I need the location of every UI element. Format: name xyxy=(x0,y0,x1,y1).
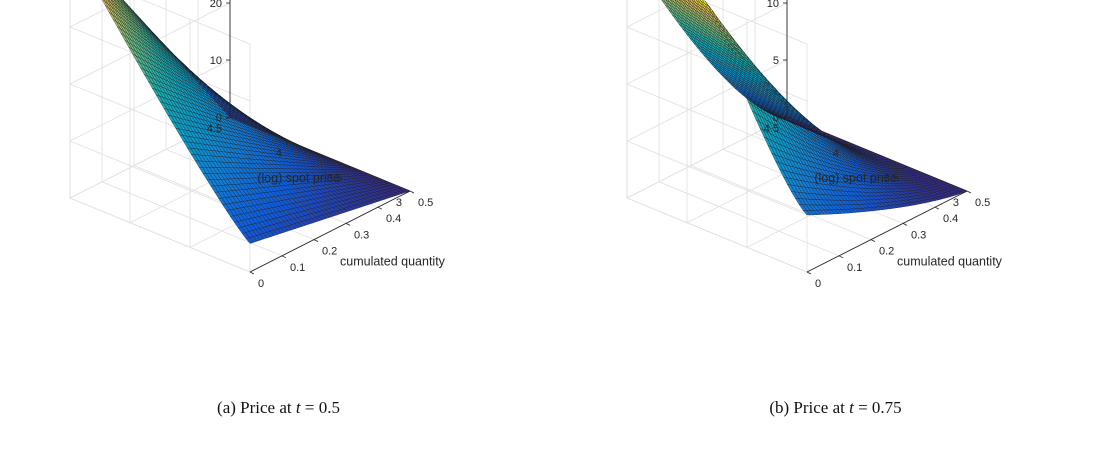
caption-b-var: t xyxy=(849,398,854,417)
chart-panel-a: 00.10.20.30.40.533.544.5010203040cumulat… xyxy=(0,0,557,418)
y-tick-label: 3 xyxy=(953,197,959,209)
y-tick xyxy=(345,165,351,169)
y-tick-label: 4.5 xyxy=(764,123,779,135)
y-tick-label: 3 xyxy=(396,197,402,209)
x-tick xyxy=(409,190,415,194)
y-axis-line xyxy=(229,116,411,192)
surface-mesh xyxy=(102,0,411,244)
chart-panel-b: 00.10.20.30.40.533.544.505101520cumulate… xyxy=(557,0,1114,450)
caption-b-eq: = xyxy=(853,398,872,417)
surface-plot-a: 00.10.20.30.40.533.544.5010203040cumulat… xyxy=(69,0,446,290)
x-tick-label: 0.2 xyxy=(879,246,894,258)
y-tick-label: 4.5 xyxy=(207,123,222,135)
caption-a-var: t xyxy=(295,398,301,417)
caption-b: (b) Price at t = 0.75 xyxy=(557,398,1114,418)
x-tick xyxy=(345,223,351,226)
x-tick-label: 0.4 xyxy=(386,213,401,225)
x-tick-label: 0.5 xyxy=(975,197,990,209)
caption-a: (a) Price at t = 0.5 xyxy=(0,398,557,418)
y-axis-label: (log) spot price xyxy=(257,171,340,185)
x-axis-line xyxy=(806,190,968,273)
x-tick-label: 0 xyxy=(815,278,821,290)
x-tick-label: 0.2 xyxy=(322,246,337,258)
z-tick-label: 20 xyxy=(210,0,222,10)
caption-a-val: 0.5 xyxy=(318,398,340,417)
z-tick-label: 10 xyxy=(210,55,222,67)
x-axis-line xyxy=(249,190,411,273)
caption-a-eq: = xyxy=(300,398,319,417)
x-tick xyxy=(281,255,287,259)
surface-mesh xyxy=(661,0,968,216)
caption-b-prefix: (b) xyxy=(769,398,790,417)
z-tick-label: 10 xyxy=(767,0,779,10)
y-tick xyxy=(902,165,908,169)
x-tick-label: 0.4 xyxy=(943,213,958,225)
x-tick-label: 0.1 xyxy=(290,262,305,274)
y-tick xyxy=(842,141,848,145)
z-tick-label: 0 xyxy=(773,112,779,124)
x-tick xyxy=(249,271,255,275)
x-tick xyxy=(313,239,319,242)
y-tick-label: 4 xyxy=(276,148,282,160)
x-tick xyxy=(902,223,908,226)
x-tick xyxy=(966,190,972,194)
y-tick xyxy=(285,141,291,145)
z-tick-label: 0 xyxy=(216,112,222,124)
x-tick xyxy=(806,271,812,275)
x-tick-label: 0.1 xyxy=(847,262,862,274)
y-axis-label: (log) spot price xyxy=(814,171,897,185)
x-axis-label: cumulated quantity xyxy=(897,255,1003,269)
x-tick-label: 0 xyxy=(258,278,264,290)
y-tick-label: 4 xyxy=(833,148,839,160)
x-tick-label: 0.5 xyxy=(418,197,433,209)
y-tick xyxy=(405,190,411,194)
x-tick-label: 0.3 xyxy=(354,229,369,241)
caption-a-prefix: (a) xyxy=(217,398,236,417)
x-tick xyxy=(870,239,876,242)
caption-b-val: 0.75 xyxy=(871,398,902,417)
y-axis-line xyxy=(786,116,968,192)
surface-plot-b: 00.10.20.30.40.533.544.505101520cumulate… xyxy=(626,0,1003,290)
x-tick xyxy=(377,206,383,210)
caption-a-text: Price at xyxy=(240,398,292,417)
x-tick-label: 0.3 xyxy=(911,229,926,241)
x-tick xyxy=(838,255,844,259)
y-tick xyxy=(962,190,968,194)
z-tick-label: 5 xyxy=(773,55,779,67)
y-tick-label: 3.5 xyxy=(884,172,899,184)
y-tick-label: 3.5 xyxy=(327,172,342,184)
x-axis-label: cumulated quantity xyxy=(340,255,446,269)
x-tick xyxy=(934,206,940,210)
caption-b-text: Price at xyxy=(793,398,845,417)
